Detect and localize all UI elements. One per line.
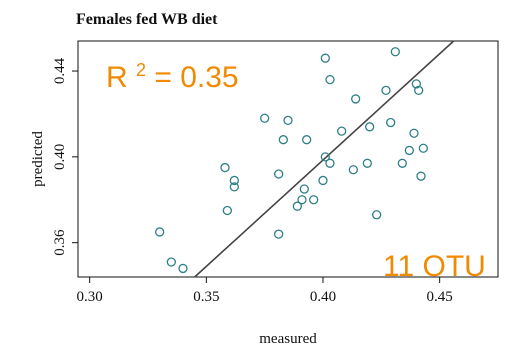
data-point xyxy=(310,196,318,204)
r-squared-prefix: R xyxy=(106,61,128,94)
otu-annotation: 11 OTU xyxy=(383,250,486,283)
x-tick-label: 0.45 xyxy=(427,289,453,305)
y-tick-label: 0.36 xyxy=(52,229,68,256)
y-axis: 0.36 0.40 0.44 xyxy=(52,57,78,255)
y-tick-label: 0.40 xyxy=(52,144,68,170)
r-squared-superscript: 2 xyxy=(136,60,146,80)
data-point xyxy=(319,176,327,184)
data-point xyxy=(284,116,292,124)
data-point xyxy=(223,206,231,214)
data-point xyxy=(275,170,283,178)
x-axis-title: measured xyxy=(259,331,317,346)
data-point xyxy=(300,185,308,193)
r-squared-value: = 0.35 xyxy=(154,61,238,94)
data-point xyxy=(419,144,427,152)
r-squared-annotation: R 2 = 0.35 xyxy=(106,50,239,94)
y-tick-label: 0.44 xyxy=(52,57,68,84)
data-point xyxy=(373,211,381,219)
x-tick-label: 0.40 xyxy=(310,289,336,305)
data-point xyxy=(387,119,395,127)
data-point xyxy=(326,159,334,167)
data-point xyxy=(156,228,164,236)
data-point xyxy=(303,136,311,144)
data-point xyxy=(179,264,187,272)
data-point xyxy=(410,129,418,137)
y-axis-title: predicted xyxy=(30,131,46,187)
data-point xyxy=(221,164,229,172)
data-point xyxy=(261,114,269,122)
data-point xyxy=(349,166,357,174)
data-point xyxy=(321,54,329,62)
data-point xyxy=(391,48,399,56)
data-point xyxy=(275,230,283,238)
data-point xyxy=(382,86,390,94)
data-point xyxy=(338,127,346,135)
data-point xyxy=(326,76,334,84)
data-point xyxy=(279,136,287,144)
data-point xyxy=(363,159,371,167)
chart-title: Females fed WB diet xyxy=(76,11,218,28)
data-point xyxy=(417,172,425,180)
data-point xyxy=(398,159,406,167)
data-point xyxy=(298,196,306,204)
x-tick-label: 0.35 xyxy=(193,289,219,305)
data-point xyxy=(405,146,413,154)
data-point xyxy=(366,123,374,131)
data-point xyxy=(352,95,360,103)
data-point xyxy=(167,258,175,266)
x-tick-label: 0.30 xyxy=(77,289,103,305)
